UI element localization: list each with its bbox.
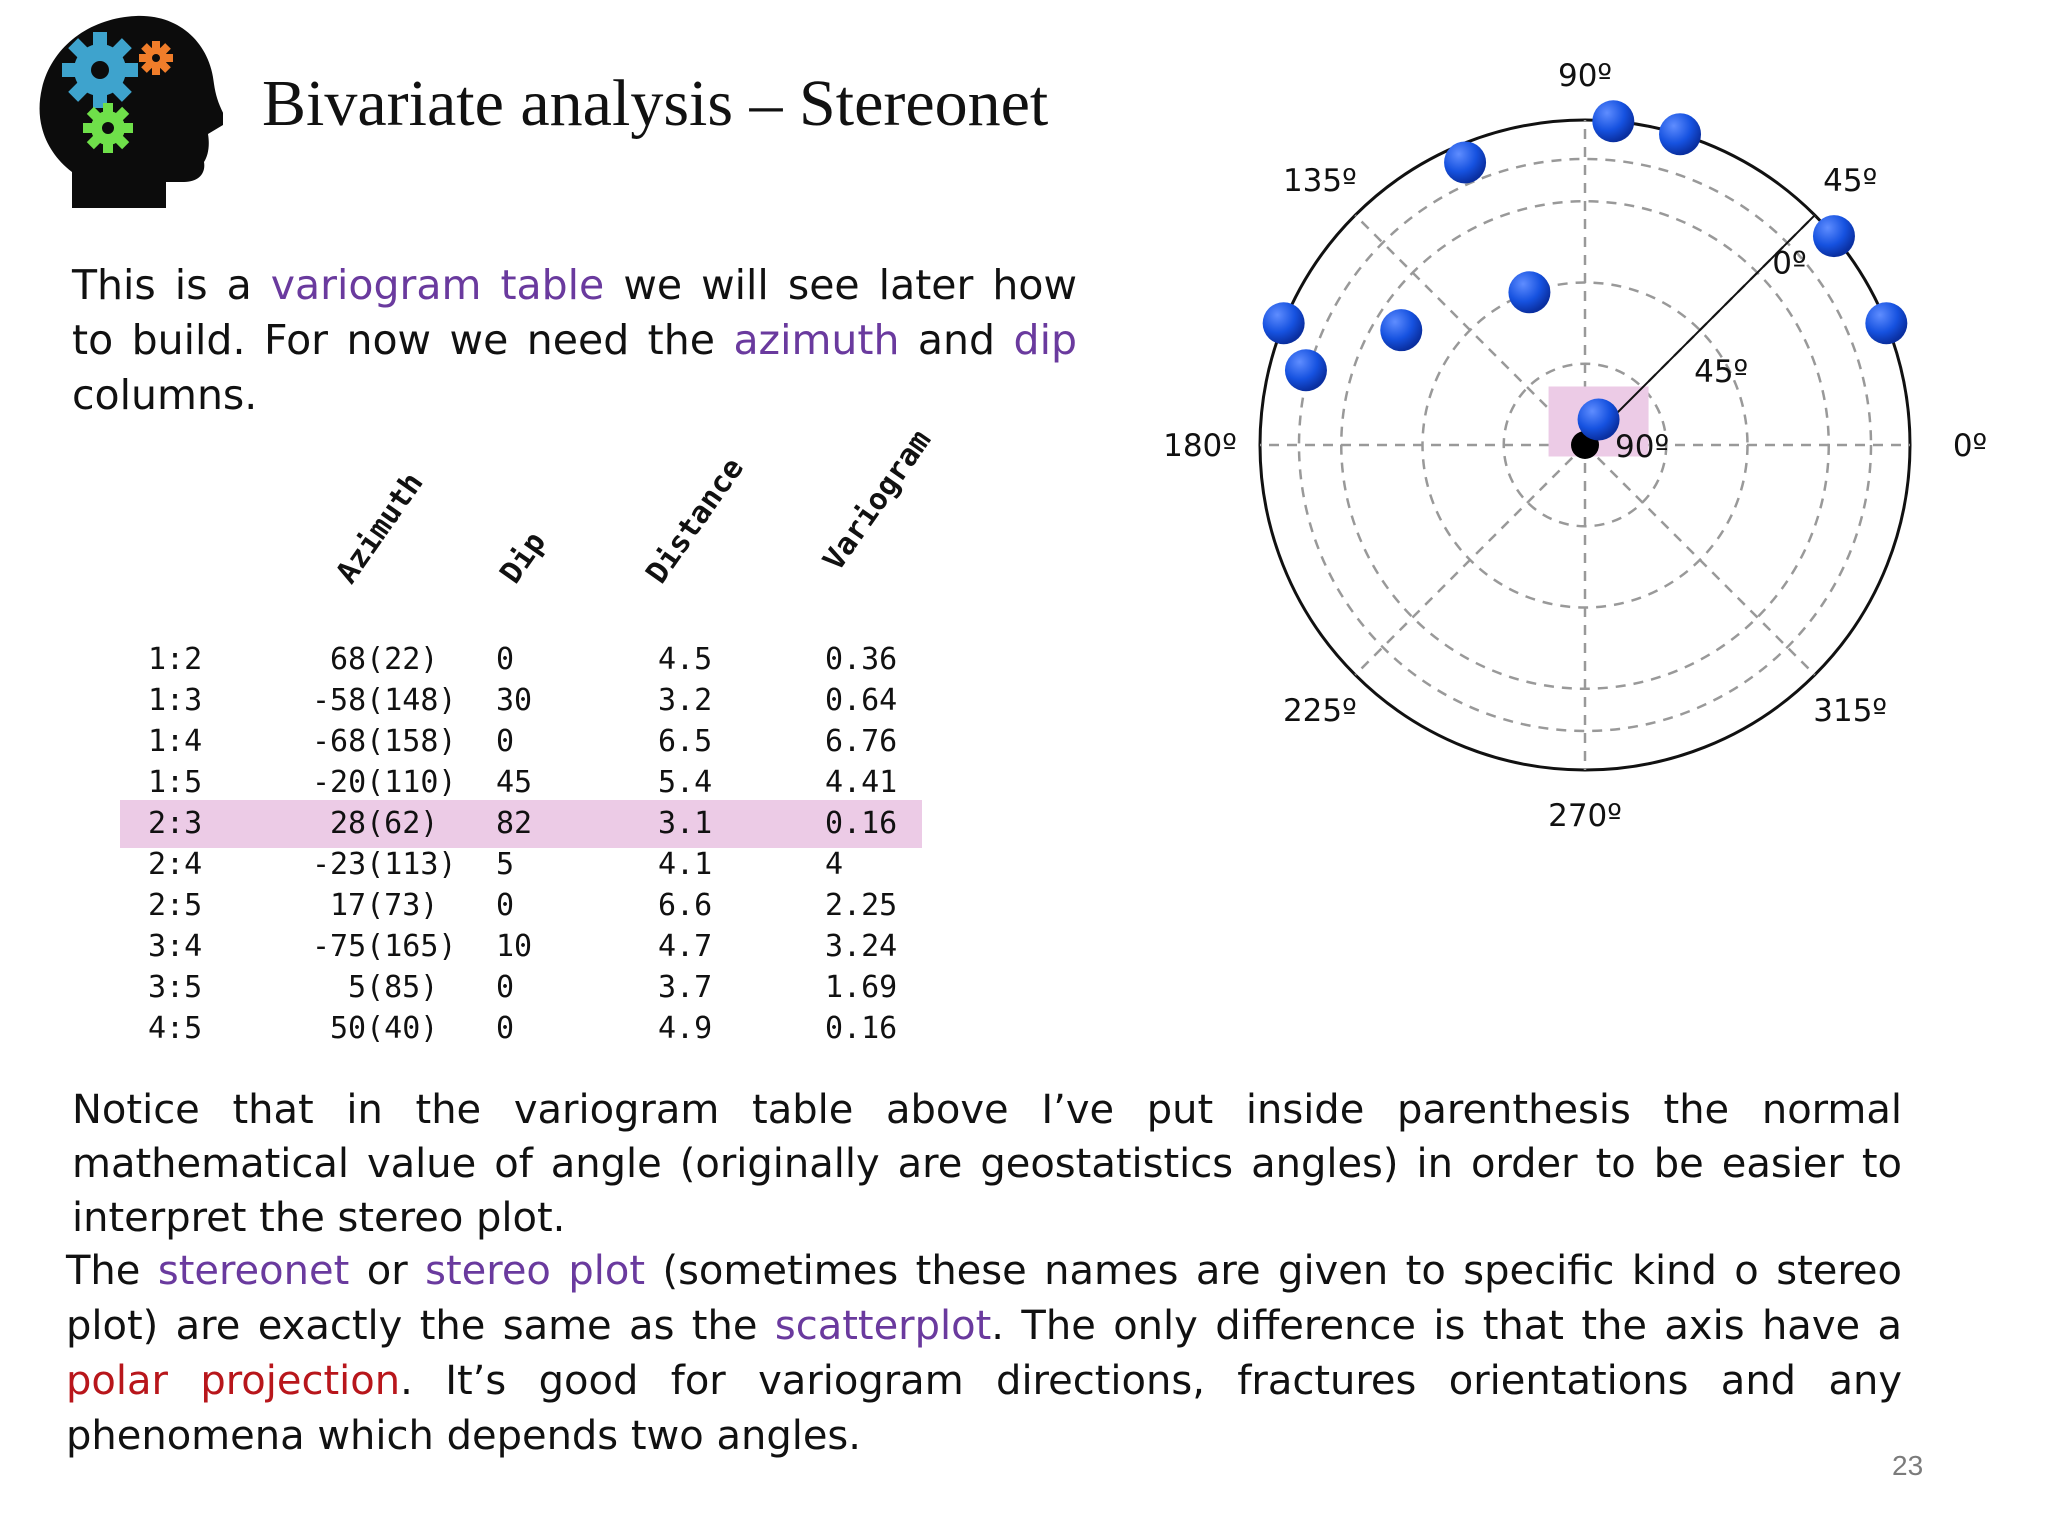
cell-dip: 5	[496, 847, 515, 882]
cell-distance: 4.7	[658, 929, 713, 964]
cell-azimuth: 28(62)	[330, 806, 439, 841]
data-point	[1865, 302, 1908, 345]
cell-dip: 0	[496, 888, 515, 923]
cell-variogram: 3.24	[825, 929, 898, 964]
head-silhouette	[39, 15, 223, 208]
angle-spoke	[1584, 444, 1816, 676]
cell-dip: 10	[496, 929, 533, 964]
angle-label: 45º	[1823, 163, 1877, 199]
keyword-scatterplot: scatterplot	[774, 1303, 992, 1349]
dip-label: 0º	[1772, 246, 1806, 282]
cell-azimuth: -20(110)	[312, 765, 457, 800]
page-number: 23	[1892, 1450, 1924, 1481]
data-point	[1508, 271, 1551, 314]
column-header-azimuth: Azimuth	[329, 466, 431, 590]
angle-label: 225º	[1283, 693, 1357, 729]
cell-dip: 0	[496, 1011, 515, 1046]
cell-dip: 0	[496, 642, 515, 677]
gear-blue-icon	[62, 32, 138, 108]
cell-pair: 4:5	[148, 1011, 203, 1046]
keyword-stereonet: stereonet	[157, 1248, 350, 1294]
gear-orange-icon	[139, 41, 173, 75]
keyword-stereo-plot: stereo plot	[425, 1248, 646, 1294]
cell-azimuth: 5(85)	[348, 970, 439, 1005]
intro-paragraph: This is a variogram table we will see la…	[72, 261, 1077, 419]
angle-label: 0º	[1953, 428, 1987, 464]
data-point	[1380, 309, 1423, 352]
cell-variogram: 4.41	[825, 765, 898, 800]
cell-azimuth: 50(40)	[330, 1011, 439, 1046]
cell-dip: 45	[496, 765, 533, 800]
cell-distance: 3.7	[658, 970, 713, 1005]
head-with-gears-icon	[39, 15, 223, 208]
cell-distance: 3.1	[658, 806, 713, 841]
data-point	[1577, 398, 1620, 441]
cell-variogram: 6.76	[825, 724, 898, 759]
cell-azimuth: 17(73)	[330, 888, 439, 923]
cell-dip: 0	[496, 970, 515, 1005]
keyword-variogram-table: variogram table	[270, 261, 605, 309]
column-header-variogram: Variogram	[816, 423, 939, 577]
cell-dip: 0	[496, 724, 515, 759]
cell-pair: 3:4	[148, 929, 203, 964]
angle-label: 315º	[1813, 693, 1887, 729]
cell-variogram: 0.16	[825, 806, 898, 841]
cell-distance: 6.6	[658, 888, 713, 923]
cell-azimuth: -75(165)	[312, 929, 457, 964]
cell-variogram: 0.36	[825, 642, 898, 677]
stereonet-plot: 0º 45º 90º 135º 180º 225º 270º 315º 0º 45º 90º	[1163, 58, 1987, 834]
cell-azimuth: 68(22)	[330, 642, 439, 677]
cell-pair: 1:5	[148, 765, 203, 800]
dip-label: 45º	[1694, 354, 1748, 390]
cell-variogram: 0.16	[825, 1011, 898, 1046]
cell-variogram: 0.64	[825, 683, 898, 718]
column-header-dip: Dip	[493, 525, 554, 590]
cell-distance: 3.2	[658, 683, 713, 718]
cell-pair: 1:4	[148, 724, 203, 759]
cell-distance: 4.9	[658, 1011, 713, 1046]
cell-variogram: 4	[825, 847, 844, 882]
slide-title: Bivariate analysis – Stereonet	[262, 67, 1049, 140]
data-point	[1444, 141, 1487, 184]
keyword-dip: dip	[1013, 316, 1077, 364]
cell-distance: 5.4	[658, 765, 713, 800]
angle-spoke	[1354, 444, 1586, 676]
explain-paragraph: The stereonet or stereo plot (sometimes …	[66, 1248, 1903, 1459]
angle-label: 90º	[1558, 58, 1612, 94]
cell-distance: 6.5	[658, 724, 713, 759]
cell-azimuth: -23(113)	[312, 847, 457, 882]
notice-paragraph: Notice that in the variogram table above…	[72, 1087, 1902, 1241]
data-point	[1284, 349, 1327, 392]
cell-dip: 82	[496, 806, 533, 841]
dip-label: 90º	[1615, 429, 1669, 465]
cell-pair: 3:5	[148, 970, 203, 1005]
table-row-highlight	[120, 800, 922, 848]
angle-label: 135º	[1283, 163, 1357, 199]
data-point	[1812, 215, 1855, 258]
angle-spoke	[1354, 214, 1586, 446]
dip-reference-line	[1584, 214, 1816, 446]
data-point	[1659, 113, 1702, 156]
angle-label: 270º	[1548, 798, 1622, 834]
cell-pair: 2:5	[148, 888, 203, 923]
cell-pair: 1:3	[148, 683, 203, 718]
gear-green-icon	[83, 103, 133, 153]
cell-distance: 4.5	[658, 642, 713, 677]
cell-variogram: 1.69	[825, 970, 898, 1005]
keyword-azimuth: azimuth	[733, 316, 900, 364]
data-point	[1262, 302, 1305, 345]
cell-pair: 2:3	[148, 806, 203, 841]
cell-azimuth: -58(148)	[312, 683, 457, 718]
angle-label: 180º	[1163, 428, 1237, 464]
cell-azimuth: -68(158)	[312, 724, 457, 759]
cell-variogram: 2.25	[825, 888, 898, 923]
cell-dip: 30	[496, 683, 533, 718]
keyword-polar-projection: polar projection	[66, 1358, 401, 1404]
data-point	[1592, 100, 1635, 143]
column-header-distance: Distance	[639, 451, 751, 590]
dip-ring	[1297, 157, 1873, 733]
cell-pair: 2:4	[148, 847, 203, 882]
cell-pair: 1:2	[148, 642, 203, 677]
cell-distance: 4.1	[658, 847, 713, 882]
